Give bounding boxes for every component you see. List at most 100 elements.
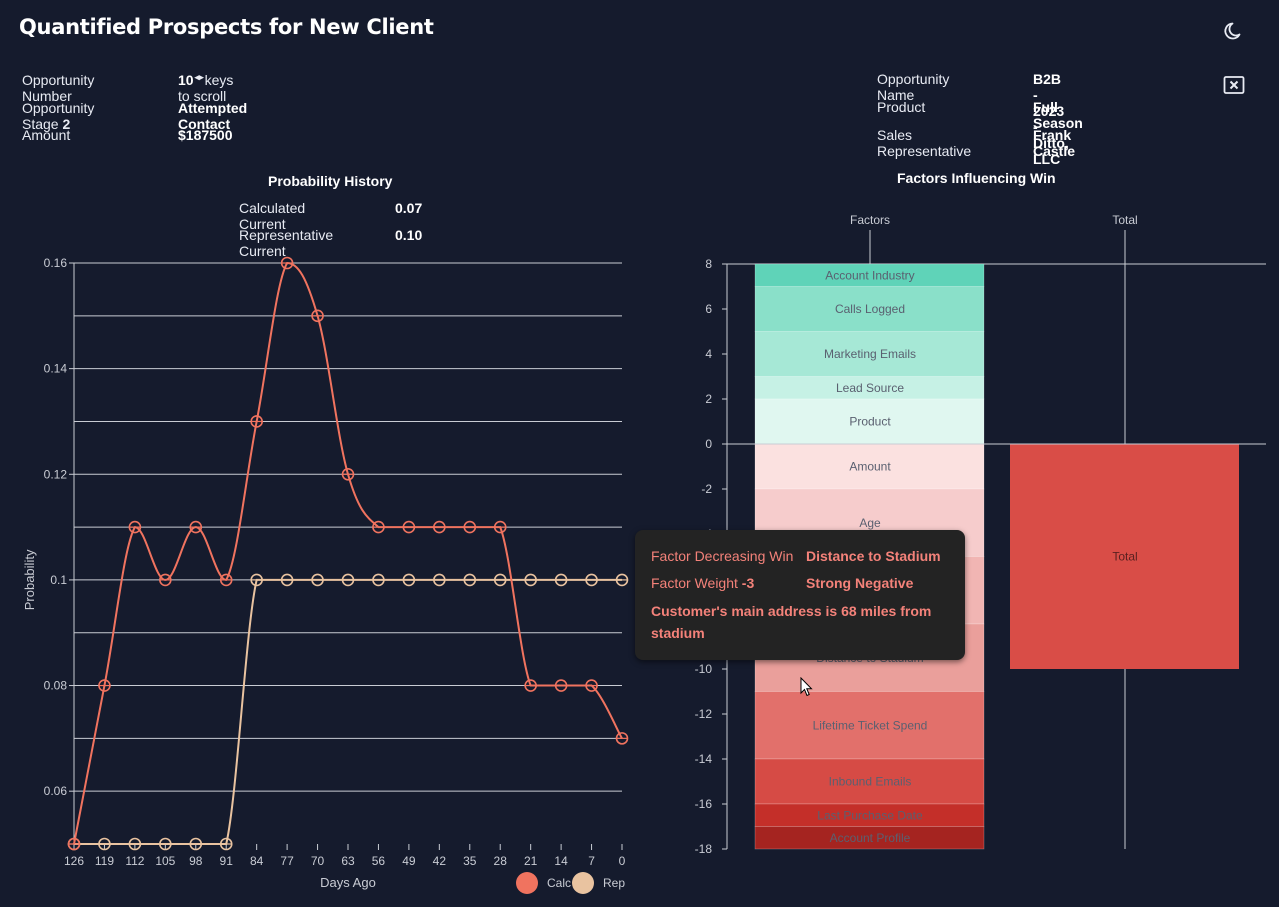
legend-swatch-calc	[516, 872, 538, 894]
opportunity-number: 10	[178, 72, 194, 88]
factor-label-inbound-emails: Inbound Emails	[829, 775, 912, 789]
factor-label-account-profile: Account Profile	[830, 831, 911, 845]
tooltip-weight-label-text: Factor Weight	[651, 575, 738, 591]
x-tick-label: 98	[189, 854, 203, 868]
calc-data-point	[159, 573, 172, 587]
rep-data-point	[493, 573, 507, 587]
calc-data-point	[128, 520, 142, 534]
x-tick-label: 105	[155, 854, 175, 868]
factor-tooltip: Factor Decreasing Win Distance to Stadiu…	[635, 530, 965, 660]
x-tick-label: 7	[588, 854, 595, 868]
calc-data-point	[189, 520, 203, 534]
rep-data-point	[524, 573, 537, 587]
x-tick-label: 28	[494, 854, 508, 868]
x-axis-label: Days Ago	[320, 875, 376, 890]
category-label-total: Total	[1112, 213, 1137, 227]
y-tick-label: 8	[705, 257, 712, 271]
y-tick-label: -14	[695, 752, 713, 766]
rep-data-point	[341, 573, 355, 587]
scroll-arrows-icon[interactable]: ◂▸	[194, 72, 204, 82]
calculated-current-value: 0.07	[395, 200, 423, 216]
factor-bar-inbound-emails	[754, 758, 985, 805]
y-tick-label: 0.06	[44, 784, 68, 798]
calc-data-point	[493, 520, 507, 534]
factor-label-lifetime-ticket-spend: Lifetime Ticket Spend	[813, 718, 928, 732]
tooltip-factor-value: Distance to Stadium	[806, 548, 941, 564]
calc-data-point	[341, 467, 355, 481]
calc-data-point	[585, 679, 598, 692]
opportunity-stage-label: Opportunity Stage 2	[22, 100, 94, 132]
stage-number: 2	[62, 116, 71, 132]
y-tick-label: 0.16	[44, 256, 68, 270]
sales-rep-label: Sales Representative	[877, 127, 972, 159]
calc-data-point	[98, 679, 111, 692]
calc-data-point	[402, 520, 416, 534]
y-tick-label: 0.08	[44, 679, 68, 693]
representative-current-value: 0.10	[395, 227, 423, 243]
rep-data-point	[402, 573, 416, 587]
y-tick-label: -16	[695, 797, 713, 811]
rep-data-point	[219, 837, 233, 851]
legend-label-calc: Calc	[547, 876, 571, 890]
moon-icon[interactable]	[1222, 19, 1246, 43]
x-tick-label: 77	[280, 854, 294, 868]
y-tick-label: -2	[701, 482, 712, 496]
stage-label-text: Opportunity Stage	[22, 100, 95, 132]
probability-history-title: Probability History	[268, 173, 393, 189]
rep-data-point	[433, 573, 446, 587]
factor-label-lead-source: Lead Source	[836, 381, 904, 395]
rep-data-point	[189, 837, 203, 851]
y-tick-label: 4	[705, 347, 712, 361]
factor-label-calls-logged: Calls Logged	[835, 302, 905, 316]
mouse-cursor-icon	[800, 677, 813, 697]
calc-data-point	[463, 520, 477, 534]
product-value: Full Season	[1033, 99, 1083, 131]
factor-label-age: Age	[859, 516, 881, 530]
rep-data-point	[463, 573, 477, 587]
opportunity-name-value: B2B - 2023 - Ditto, LLC	[1033, 71, 1069, 167]
y-tick-label: 6	[705, 302, 712, 316]
rep-data-point	[98, 837, 111, 851]
product-label: Product	[877, 99, 926, 115]
legend-label-rep: Rep	[603, 876, 625, 890]
rep-data-point	[585, 573, 598, 587]
representative-current-label: Representative Current	[239, 227, 334, 259]
factor-bar-account-profile	[754, 826, 985, 850]
x-tick-label: 56	[372, 854, 386, 868]
rep-series-line	[74, 578, 622, 845]
calc-data-point	[372, 520, 385, 534]
calc-data-point	[250, 415, 263, 428]
calc-data-point	[67, 837, 81, 851]
rep-data-point	[128, 837, 142, 851]
total-bar	[1010, 444, 1239, 669]
factor-bar-lifetime-ticket-spend	[754, 691, 985, 760]
factor-label-product: Product	[849, 415, 891, 429]
x-tick-label: 112	[125, 854, 144, 868]
tooltip-label-factor: Factor Decreasing Win	[651, 548, 794, 564]
x-tick-label: 63	[341, 854, 355, 868]
calc-data-point	[219, 573, 233, 587]
opportunity-name-label: Opportunity Name	[877, 71, 950, 103]
y-tick-label: -10	[695, 662, 713, 676]
x-tick-label: 14	[554, 854, 568, 868]
factor-bar-calls-logged	[754, 286, 985, 332]
calc-data-point	[524, 679, 537, 692]
y-tick-label: 2	[705, 392, 712, 406]
y-tick-label: 0	[705, 437, 712, 451]
category-label-factors: Factors	[850, 213, 890, 227]
probability-line-chart: 0.06 0.08 0.1 0.12 0.14 0.16 126 119 112 105 98 91 8…	[22, 256, 629, 894]
page-title: Quantified Prospects for New Client	[19, 15, 434, 39]
x-tick-label: 91	[220, 854, 234, 868]
close-box-icon[interactable]	[1223, 75, 1245, 95]
opportunity-stage-value: Attempted Contact	[178, 100, 248, 132]
calc-data-point	[554, 679, 568, 692]
factor-label-amount: Amount	[849, 460, 891, 474]
calculated-current-label: Calculated Current	[239, 200, 306, 232]
y-tick-label: 0.12	[44, 467, 68, 481]
x-tick-label: 70	[311, 854, 325, 868]
calc-data-point	[311, 309, 324, 323]
x-tick-label: 42	[433, 854, 447, 868]
amount-value: $187500	[178, 127, 233, 143]
factor-label-marketing-emails: Marketing Emails	[824, 347, 916, 361]
y-tick-label: -12	[695, 707, 713, 721]
